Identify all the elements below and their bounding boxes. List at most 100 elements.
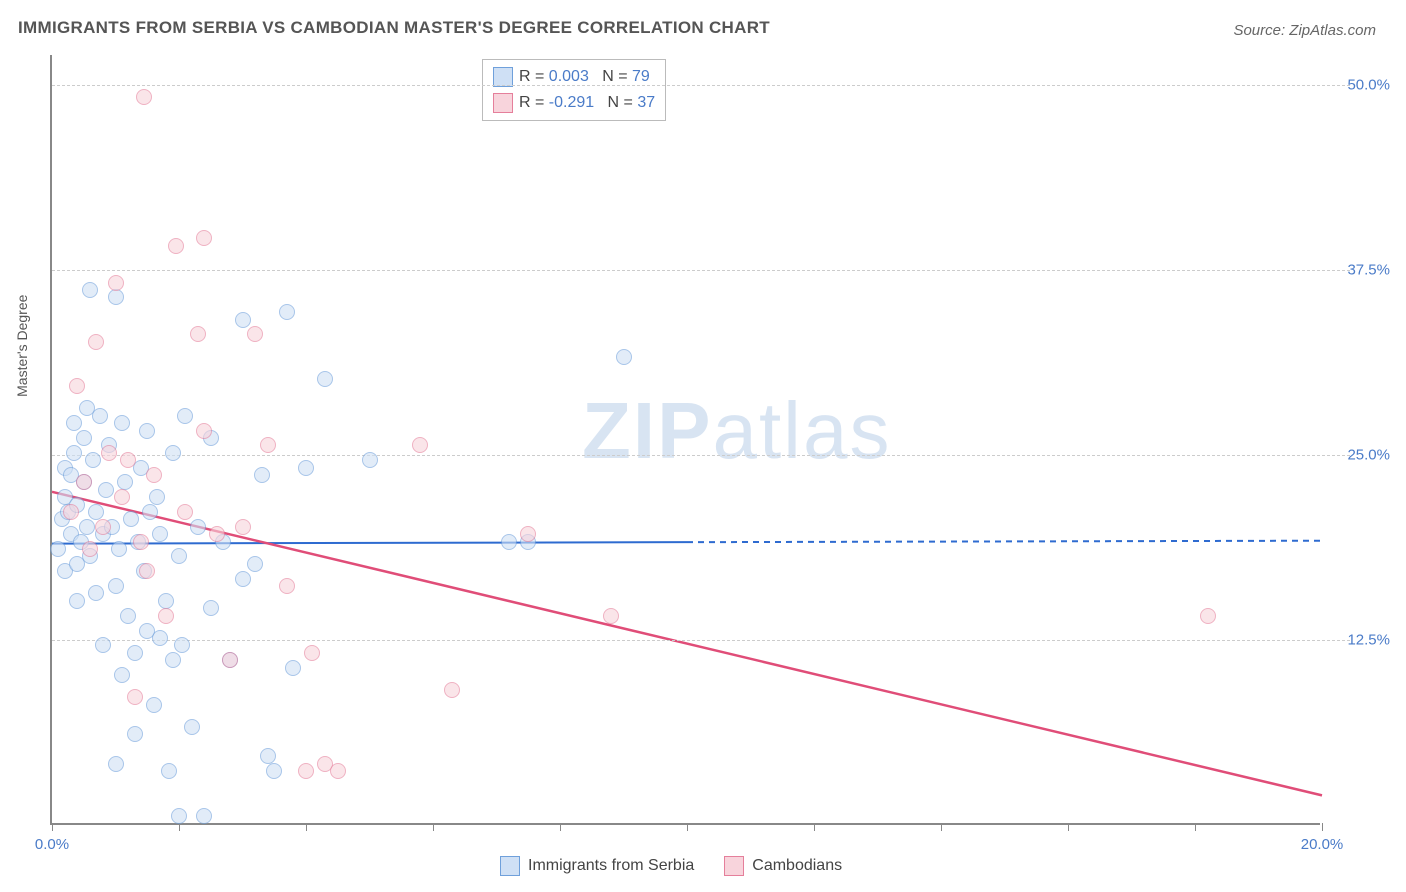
data-point bbox=[444, 682, 460, 698]
data-point bbox=[184, 719, 200, 735]
legend-stat-row: R = 0.003 N = 79 bbox=[493, 64, 655, 90]
data-point bbox=[139, 563, 155, 579]
trend-lines bbox=[52, 55, 1322, 825]
data-point bbox=[85, 452, 101, 468]
data-point bbox=[120, 452, 136, 468]
gridline bbox=[52, 270, 1350, 271]
data-point bbox=[247, 556, 263, 572]
x-tick bbox=[687, 823, 688, 831]
gridline bbox=[52, 85, 1350, 86]
legend-stat-text: R = 0.003 N = 79 bbox=[519, 64, 650, 90]
data-point bbox=[95, 637, 111, 653]
data-point bbox=[117, 474, 133, 490]
data-point bbox=[298, 763, 314, 779]
data-point bbox=[196, 808, 212, 824]
data-point bbox=[520, 526, 536, 542]
x-tick bbox=[52, 823, 53, 831]
data-point bbox=[63, 504, 79, 520]
data-point bbox=[108, 578, 124, 594]
x-tick bbox=[941, 823, 942, 831]
data-point bbox=[209, 526, 225, 542]
y-tick-label: 50.0% bbox=[1347, 76, 1390, 93]
legend-item: Immigrants from Serbia bbox=[500, 856, 694, 876]
data-point bbox=[158, 593, 174, 609]
gridline bbox=[52, 455, 1350, 456]
data-point bbox=[98, 482, 114, 498]
data-point bbox=[196, 423, 212, 439]
data-point bbox=[101, 445, 117, 461]
data-point bbox=[616, 349, 632, 365]
x-tick-label: 20.0% bbox=[1301, 836, 1344, 853]
data-point bbox=[82, 541, 98, 557]
data-point bbox=[222, 652, 238, 668]
legend-swatch bbox=[500, 856, 520, 876]
data-point bbox=[108, 275, 124, 291]
x-tick bbox=[433, 823, 434, 831]
y-axis-label: Master's Degree bbox=[14, 295, 30, 397]
x-tick bbox=[179, 823, 180, 831]
data-point bbox=[190, 326, 206, 342]
watermark-text: ZIPatlas bbox=[582, 385, 891, 477]
data-point bbox=[146, 467, 162, 483]
data-point bbox=[76, 474, 92, 490]
data-point bbox=[114, 489, 130, 505]
legend-stat-row: R = -0.291 N = 37 bbox=[493, 90, 655, 116]
legend-stat-text: R = -0.291 N = 37 bbox=[519, 90, 655, 116]
x-tick bbox=[814, 823, 815, 831]
legend-label: Immigrants from Serbia bbox=[528, 857, 694, 875]
data-point bbox=[317, 371, 333, 387]
data-point bbox=[298, 460, 314, 476]
data-point bbox=[260, 748, 276, 764]
data-point bbox=[177, 408, 193, 424]
data-point bbox=[149, 489, 165, 505]
legend-swatch bbox=[493, 93, 513, 113]
data-point bbox=[139, 423, 155, 439]
data-point bbox=[69, 593, 85, 609]
data-point bbox=[142, 504, 158, 520]
data-point bbox=[76, 430, 92, 446]
data-point bbox=[203, 600, 219, 616]
data-point bbox=[120, 608, 136, 624]
data-point bbox=[171, 548, 187, 564]
data-point bbox=[161, 763, 177, 779]
data-point bbox=[88, 585, 104, 601]
legend-item: Cambodians bbox=[724, 856, 842, 876]
chart-container: IMMIGRANTS FROM SERBIA VS CAMBODIAN MAST… bbox=[0, 0, 1406, 892]
data-point bbox=[1200, 608, 1216, 624]
data-point bbox=[108, 756, 124, 772]
data-point bbox=[88, 504, 104, 520]
x-tick bbox=[1068, 823, 1069, 831]
data-point bbox=[362, 452, 378, 468]
data-point bbox=[304, 645, 320, 661]
data-point bbox=[66, 415, 82, 431]
x-tick bbox=[306, 823, 307, 831]
data-point bbox=[88, 334, 104, 350]
data-point bbox=[174, 637, 190, 653]
data-point bbox=[235, 312, 251, 328]
data-point bbox=[235, 519, 251, 535]
data-point bbox=[79, 519, 95, 535]
legend-swatch bbox=[724, 856, 744, 876]
data-point bbox=[127, 645, 143, 661]
data-point bbox=[123, 511, 139, 527]
data-point bbox=[133, 534, 149, 550]
data-point bbox=[158, 608, 174, 624]
data-point bbox=[136, 89, 152, 105]
data-point bbox=[165, 652, 181, 668]
y-tick-label: 25.0% bbox=[1347, 446, 1390, 463]
data-point bbox=[247, 326, 263, 342]
data-point bbox=[260, 437, 276, 453]
data-point bbox=[168, 238, 184, 254]
data-point bbox=[82, 282, 98, 298]
data-point bbox=[114, 667, 130, 683]
y-tick-label: 12.5% bbox=[1347, 631, 1390, 648]
data-point bbox=[190, 519, 206, 535]
data-point bbox=[279, 578, 295, 594]
data-point bbox=[114, 415, 130, 431]
data-point bbox=[95, 519, 111, 535]
data-point bbox=[152, 630, 168, 646]
data-point bbox=[152, 526, 168, 542]
data-point bbox=[146, 697, 162, 713]
data-point bbox=[127, 726, 143, 742]
data-point bbox=[165, 445, 181, 461]
